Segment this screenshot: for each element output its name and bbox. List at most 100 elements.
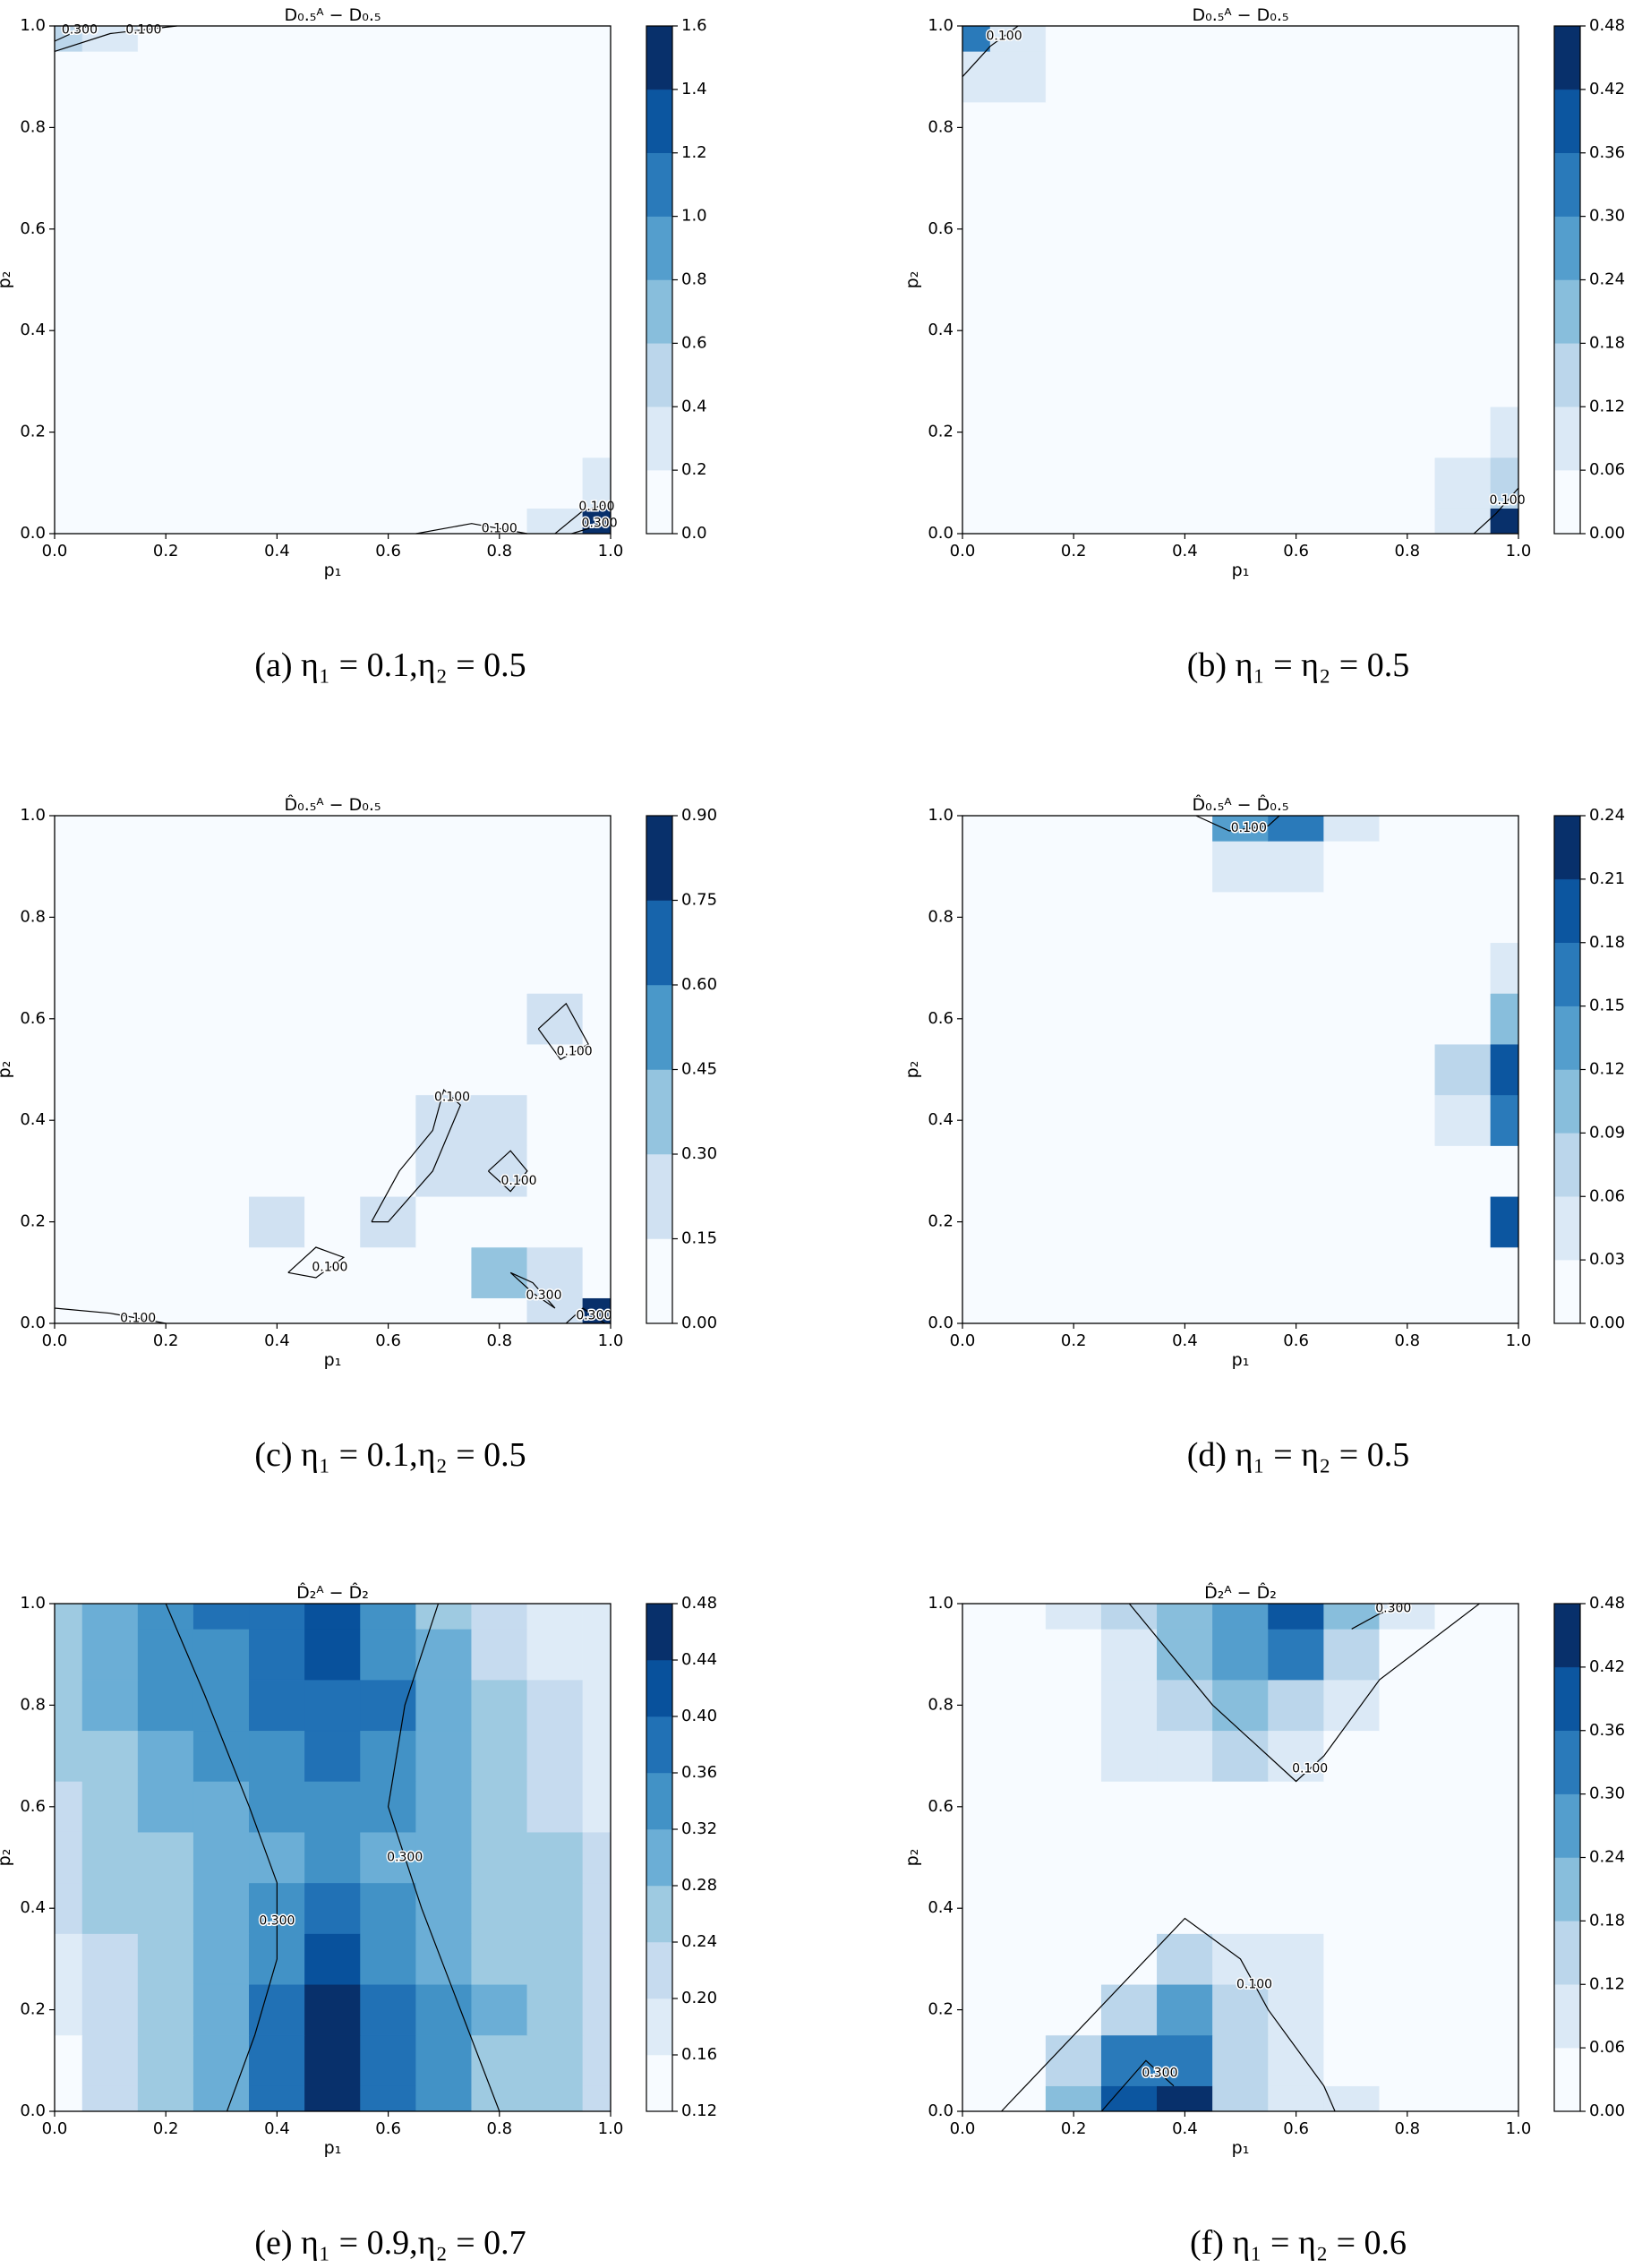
contour-cell — [1045, 891, 1102, 944]
plot-area: 0.300 0.100 0.100 0.100 0.300 — [54, 21, 619, 537]
contour-cell — [1045, 1246, 1102, 1298]
contour-cell — [1212, 304, 1269, 356]
contour-cell — [54, 457, 83, 509]
contour-cell — [1490, 51, 1519, 103]
x-tick-label: 0.4 — [264, 542, 290, 561]
colorbar-bin — [1553, 815, 1581, 880]
colorbar-bin — [1553, 1857, 1581, 1921]
contour-cell — [1434, 2085, 1492, 2112]
contour-cell — [1157, 1043, 1213, 1096]
contour-cell — [1490, 152, 1519, 204]
contour-cell — [962, 1933, 991, 1985]
colorbar-tick-label: 0.2 — [681, 460, 707, 479]
contour-label: 0.300 — [576, 1308, 612, 1322]
contour-label: 0.300 — [582, 517, 618, 531]
contour-cell — [1157, 457, 1213, 509]
contour-cell — [471, 1679, 528, 1732]
contour-cell — [249, 1983, 305, 2036]
contour-cell — [137, 152, 194, 204]
contour-cell — [526, 1781, 584, 1833]
contour-cell — [1212, 1831, 1269, 1884]
colorbar-bin — [646, 1238, 673, 1324]
contour-cell — [1323, 152, 1381, 204]
contour-cell — [1212, 1730, 1269, 1782]
contour-cell — [1157, 993, 1213, 1045]
contour-cell — [1212, 1043, 1269, 1096]
contour-cell — [415, 1983, 473, 2036]
contour-label: 0.300 — [1375, 1602, 1411, 1616]
contour-cell — [192, 815, 250, 842]
colorbar-bin — [646, 984, 673, 1070]
contour-cell — [81, 942, 139, 994]
contour-cell — [360, 2085, 416, 2112]
contour-cell — [304, 2085, 361, 2112]
contour-cell — [1157, 1730, 1213, 1782]
colorbar-tick-label: 0.42 — [1589, 80, 1625, 98]
contour-cell — [1379, 1730, 1436, 1782]
y-tick-label: 0.0 — [928, 524, 954, 543]
contour-cell — [192, 1043, 250, 1096]
contour-cell — [304, 1246, 361, 1298]
x-tick-label: 0.2 — [1061, 542, 1087, 561]
contour-cell — [360, 1246, 416, 1298]
y-axis-label: p₂ — [0, 1061, 14, 1079]
contour-cell — [54, 1679, 83, 1732]
colorbar-tick-label: 0.42 — [1589, 1657, 1625, 1676]
contour-cell — [1379, 1629, 1436, 1681]
colorbar-bin — [1553, 1984, 1581, 2049]
contour-cell — [471, 2034, 528, 2086]
contour-cell — [137, 355, 194, 407]
contour-cell — [1434, 508, 1492, 535]
contour-cell — [415, 203, 473, 255]
colorbar-tick-label: 0.03 — [1589, 1250, 1625, 1269]
contour-cell — [1268, 1983, 1324, 2036]
contour-cell — [54, 101, 83, 154]
contour-line — [554, 502, 612, 535]
contour-cell — [989, 304, 1047, 356]
contour-cell — [137, 841, 194, 893]
colorbar-tick-label: 0.48 — [1589, 1594, 1625, 1613]
contour-cell — [962, 1831, 991, 1884]
plot-area: 0.300 0.300 — [54, 1603, 612, 2112]
contour-cell — [137, 1094, 194, 1146]
colorbar-bin — [1553, 25, 1581, 90]
contour-cell — [415, 1603, 473, 1630]
contour-cell — [192, 2085, 250, 2112]
contour-cell — [1212, 1145, 1269, 1197]
colorbar-bin — [1553, 152, 1581, 217]
contour-cell — [1490, 1246, 1519, 1298]
contour-cell — [582, 1094, 612, 1146]
colorbar-bin — [646, 216, 673, 280]
contour-cell — [962, 1145, 991, 1197]
contour-cell — [137, 1603, 194, 1630]
contour-cell — [360, 1882, 416, 1934]
contour-cell — [1045, 1983, 1102, 2036]
contour-cell — [989, 1094, 1047, 1146]
contour-cell — [81, 1730, 139, 1782]
contour-cell — [1268, 1043, 1324, 1096]
contour-cell — [962, 1882, 991, 1934]
x-tick-label: 0.0 — [950, 2119, 976, 2138]
contour-cell — [1323, 203, 1381, 255]
contour-cell — [81, 25, 139, 52]
contour-label: 0.100 — [120, 1311, 156, 1325]
contour-cell — [989, 406, 1047, 458]
contour-cell — [304, 1603, 361, 1630]
contour-cell — [526, 815, 584, 842]
axes-frame — [962, 815, 1519, 1324]
contour-cell — [81, 1933, 139, 1985]
contour-cell — [1212, 1094, 1269, 1146]
contour-cell — [1268, 1933, 1324, 1985]
x-tick-label: 1.0 — [598, 542, 624, 561]
contour-cell — [1157, 1933, 1213, 1985]
contour-cell — [962, 304, 991, 356]
contour-cell — [1100, 1983, 1158, 2036]
contour-cell — [1100, 101, 1158, 154]
x-tick-label: 0.0 — [950, 542, 976, 561]
contour-cell — [1490, 1043, 1519, 1096]
chart-title: D₀.₅ᴬ − D₀.₅ — [285, 5, 381, 25]
contour-label: 0.300 — [62, 22, 98, 37]
contour-cell — [962, 815, 991, 842]
contour-cell — [989, 1195, 1047, 1248]
colorbar-bin — [646, 1153, 673, 1239]
